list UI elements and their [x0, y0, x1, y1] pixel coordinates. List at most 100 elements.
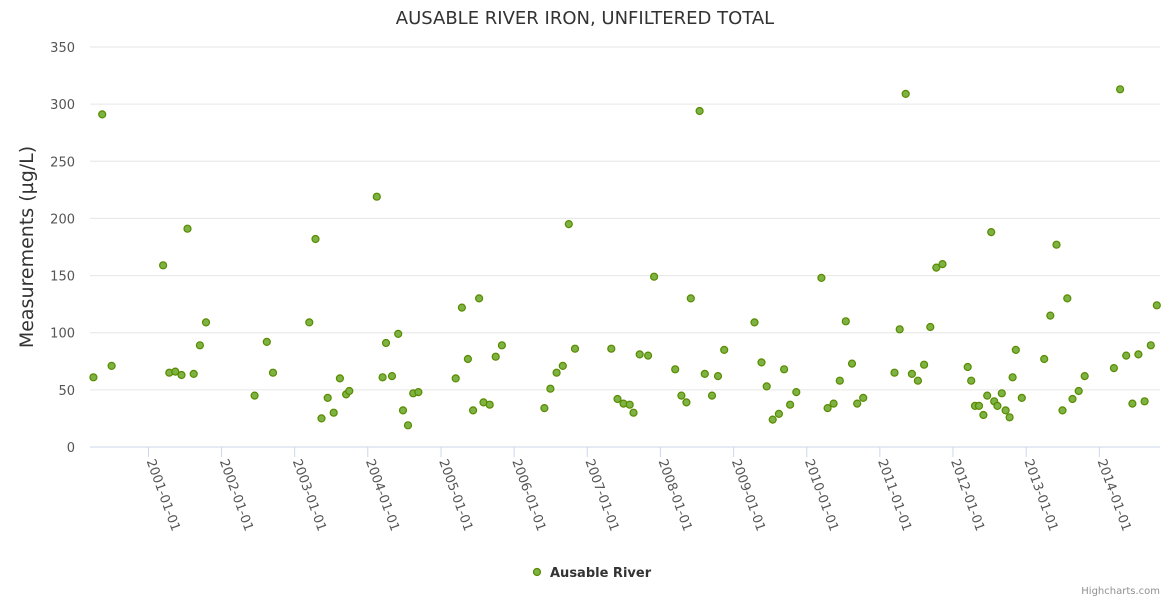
- data-point: [1115, 85, 1125, 94]
- data-point: [564, 220, 573, 229]
- data-point: [779, 365, 789, 374]
- data-point: [817, 273, 826, 282]
- data-point: [414, 388, 423, 397]
- y-tick-label: 0: [67, 441, 75, 456]
- data-point: [1122, 351, 1131, 360]
- data-point: [841, 317, 850, 326]
- x-tick-label: 2008-01-01: [655, 457, 695, 533]
- data-point: [785, 400, 795, 409]
- data-point: [1152, 301, 1161, 310]
- data-point: [649, 272, 659, 281]
- legend[interactable]: Ausable River: [532, 566, 652, 581]
- data-point: [262, 337, 271, 346]
- data-point: [1008, 373, 1017, 382]
- credits-link[interactable]: Highcharts.com: [1081, 586, 1160, 597]
- data-point: [345, 386, 354, 396]
- chart-title: AUSABLE RIVER IRON, UNFILTERED TOTAL: [396, 8, 774, 29]
- data-point: [823, 404, 832, 413]
- y-tick-label: 200: [50, 212, 75, 227]
- data-point: [329, 408, 338, 417]
- data-point: [859, 393, 868, 402]
- data-point: [768, 415, 777, 424]
- data-point: [682, 398, 691, 407]
- data-point: [974, 401, 984, 410]
- data-point: [381, 338, 391, 348]
- data-point: [1001, 406, 1010, 415]
- data-point: [1128, 399, 1137, 408]
- data-point: [195, 341, 204, 350]
- data-point: [829, 399, 838, 408]
- x-tick-label: 2014-01-01: [1094, 457, 1134, 533]
- x-tick-label: 2012-01-01: [947, 457, 987, 533]
- x-tick-label: 2003-01-01: [289, 457, 329, 533]
- data-point: [552, 368, 561, 377]
- data-point: [901, 89, 910, 99]
- data-point: [1005, 413, 1014, 422]
- y-tick-label: 50: [58, 384, 75, 399]
- x-tick-label: 2010-01-01: [801, 457, 841, 533]
- data-point: [403, 421, 413, 430]
- y-axis-label: Measurements (µg/L): [16, 146, 38, 348]
- data-point: [762, 382, 771, 391]
- data-point: [451, 374, 460, 383]
- data-point: [1058, 406, 1067, 415]
- x-tick-label: 2011-01-01: [874, 457, 914, 533]
- data-point: [979, 410, 988, 420]
- data-point: [1017, 393, 1026, 402]
- data-point: [1074, 386, 1083, 396]
- data-point: [475, 294, 484, 303]
- data-point: [629, 408, 638, 417]
- data-point: [183, 224, 192, 233]
- x-tick-label: 2005-01-01: [435, 457, 475, 533]
- data-point: [398, 406, 408, 415]
- y-tick-label: 350: [50, 41, 75, 56]
- data-point: [926, 322, 935, 332]
- legend-marker: [532, 567, 542, 577]
- data-point: [394, 329, 403, 338]
- data-point: [895, 325, 904, 334]
- data-point: [635, 350, 644, 359]
- data-point: [686, 294, 695, 303]
- data-point: [540, 404, 549, 413]
- gridlines: [90, 46, 1160, 391]
- data-point: [919, 360, 929, 369]
- data-point: [695, 106, 704, 116]
- data-point: [677, 391, 686, 400]
- data-point: [189, 369, 198, 378]
- data-point: [1146, 341, 1155, 350]
- data-point: [713, 372, 723, 381]
- data-point: [913, 376, 923, 385]
- data-point: [491, 352, 500, 361]
- data-point: [311, 234, 320, 244]
- data-points: [89, 85, 1161, 430]
- data-point: [774, 409, 784, 418]
- x-tick-label: 2006-01-01: [508, 457, 548, 533]
- y-tick-label: 250: [50, 155, 75, 170]
- data-point: [457, 303, 466, 312]
- y-axis: 0 50 100 150 200 250 300 350: [50, 41, 75, 456]
- data-point: [317, 414, 326, 423]
- x-axis: 2001-01-01 2002-01-01 2003-01-01 2004-01-01…: [90, 446, 1160, 533]
- data-point: [853, 399, 862, 408]
- data-point: [463, 354, 472, 364]
- data-point: [570, 344, 580, 353]
- data-point: [546, 384, 555, 393]
- data-point: [305, 318, 314, 327]
- data-point: [89, 373, 98, 382]
- data-point: [1068, 394, 1077, 404]
- legend-item-ausable-river[interactable]: Ausable River: [550, 566, 652, 581]
- data-point: [107, 361, 116, 370]
- data-point: [159, 261, 168, 270]
- data-point: [700, 369, 709, 378]
- data-point: [932, 263, 941, 272]
- data-point: [1140, 397, 1149, 406]
- data-point: [372, 192, 381, 201]
- data-point: [1109, 364, 1119, 373]
- data-point: [98, 110, 107, 119]
- data-point: [1080, 372, 1089, 381]
- data-point: [983, 391, 992, 400]
- data-point: [1046, 311, 1055, 320]
- data-point: [907, 369, 917, 378]
- data-point: [750, 318, 759, 327]
